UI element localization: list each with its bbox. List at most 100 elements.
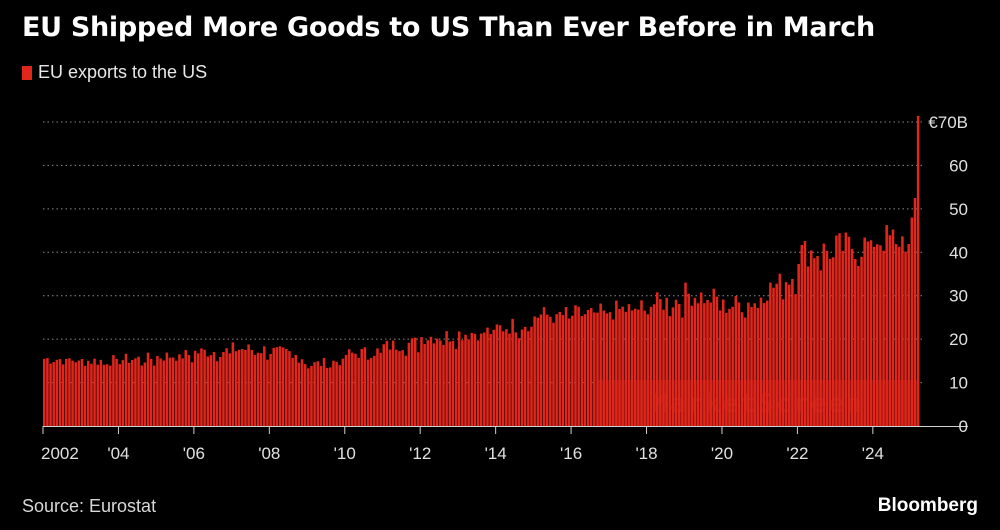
y-tick-label: 40 <box>949 243 968 262</box>
bar <box>181 358 184 426</box>
bar <box>561 315 565 426</box>
bar <box>753 303 756 426</box>
bar <box>341 358 345 426</box>
bar <box>319 365 323 426</box>
bar <box>803 240 807 426</box>
y-tick-label: €70B <box>928 113 968 132</box>
bar <box>325 367 329 426</box>
bar <box>203 349 206 426</box>
bar <box>860 256 863 426</box>
x-tick-label: '14 <box>485 444 507 463</box>
bar <box>137 356 140 426</box>
bar <box>483 332 486 426</box>
bar <box>410 338 414 426</box>
bar <box>699 292 703 426</box>
bar <box>800 244 804 426</box>
bar <box>237 349 241 426</box>
bar <box>784 282 788 426</box>
bar <box>627 304 631 426</box>
bar <box>668 316 672 426</box>
bar <box>882 250 885 426</box>
bar <box>90 363 93 426</box>
bar <box>127 362 131 426</box>
bar <box>58 359 62 426</box>
bar <box>281 347 285 426</box>
bar <box>52 362 55 426</box>
legend-label: EU exports to the US <box>38 62 208 82</box>
bar <box>567 318 571 426</box>
bar <box>149 358 153 426</box>
bar <box>765 300 769 426</box>
bar <box>206 356 209 426</box>
bar <box>219 357 222 426</box>
bar <box>313 362 316 426</box>
bar <box>898 246 901 426</box>
bar <box>228 353 231 426</box>
bar <box>470 332 474 426</box>
bar <box>354 353 357 426</box>
bar <box>115 358 118 426</box>
bar <box>530 326 533 426</box>
bar <box>511 318 514 426</box>
bar <box>756 307 760 426</box>
bar <box>693 297 697 426</box>
bar <box>156 355 159 426</box>
bar <box>564 306 568 426</box>
bar <box>555 314 558 426</box>
bar <box>819 270 822 426</box>
bar <box>624 311 628 426</box>
bar <box>234 351 238 426</box>
bar <box>643 310 646 426</box>
bar <box>721 299 725 426</box>
bar <box>646 314 650 426</box>
x-tick-labels: 2002 '04 '06 '08 '10 '12 '14 '16 '18 '20 '22 '24 <box>41 444 884 463</box>
bar <box>159 358 162 426</box>
bar <box>259 353 263 426</box>
bar <box>105 364 109 426</box>
bar <box>618 308 621 426</box>
bar <box>338 365 342 426</box>
bar <box>505 329 508 426</box>
bar <box>175 360 178 426</box>
bar <box>681 317 684 426</box>
bar <box>46 358 49 426</box>
bar <box>536 317 540 426</box>
bar <box>589 308 593 426</box>
bar <box>495 324 499 426</box>
bar <box>844 232 848 426</box>
bloomberg-logo: Bloomberg <box>877 495 978 516</box>
y-tick-label: 50 <box>949 200 968 219</box>
bar <box>61 364 65 426</box>
bar <box>146 352 150 426</box>
bar <box>231 342 235 426</box>
bar <box>184 350 187 426</box>
bar <box>96 364 99 426</box>
source-note: Source: Eurostat <box>22 496 157 516</box>
bar <box>473 333 477 426</box>
x-tick-label: '16 <box>560 444 582 463</box>
bar <box>489 334 492 426</box>
bar <box>835 235 838 426</box>
bar <box>322 357 326 426</box>
bar <box>278 346 282 426</box>
bar <box>486 327 489 426</box>
y-tick-label: 10 <box>949 374 968 393</box>
bar <box>435 338 439 426</box>
bar <box>822 243 826 426</box>
x-tick-label: '20 <box>711 444 733 463</box>
bar <box>379 352 382 426</box>
bar <box>574 305 577 426</box>
bar <box>841 250 844 426</box>
bar <box>523 326 527 426</box>
bar <box>677 303 681 426</box>
bar <box>879 245 882 426</box>
bar <box>527 331 530 426</box>
bar <box>55 359 59 426</box>
bar <box>857 265 860 426</box>
bar <box>498 325 502 426</box>
bar <box>263 346 266 426</box>
bar <box>665 297 668 426</box>
bar <box>869 240 873 426</box>
bar <box>329 367 332 426</box>
bar <box>250 349 253 426</box>
